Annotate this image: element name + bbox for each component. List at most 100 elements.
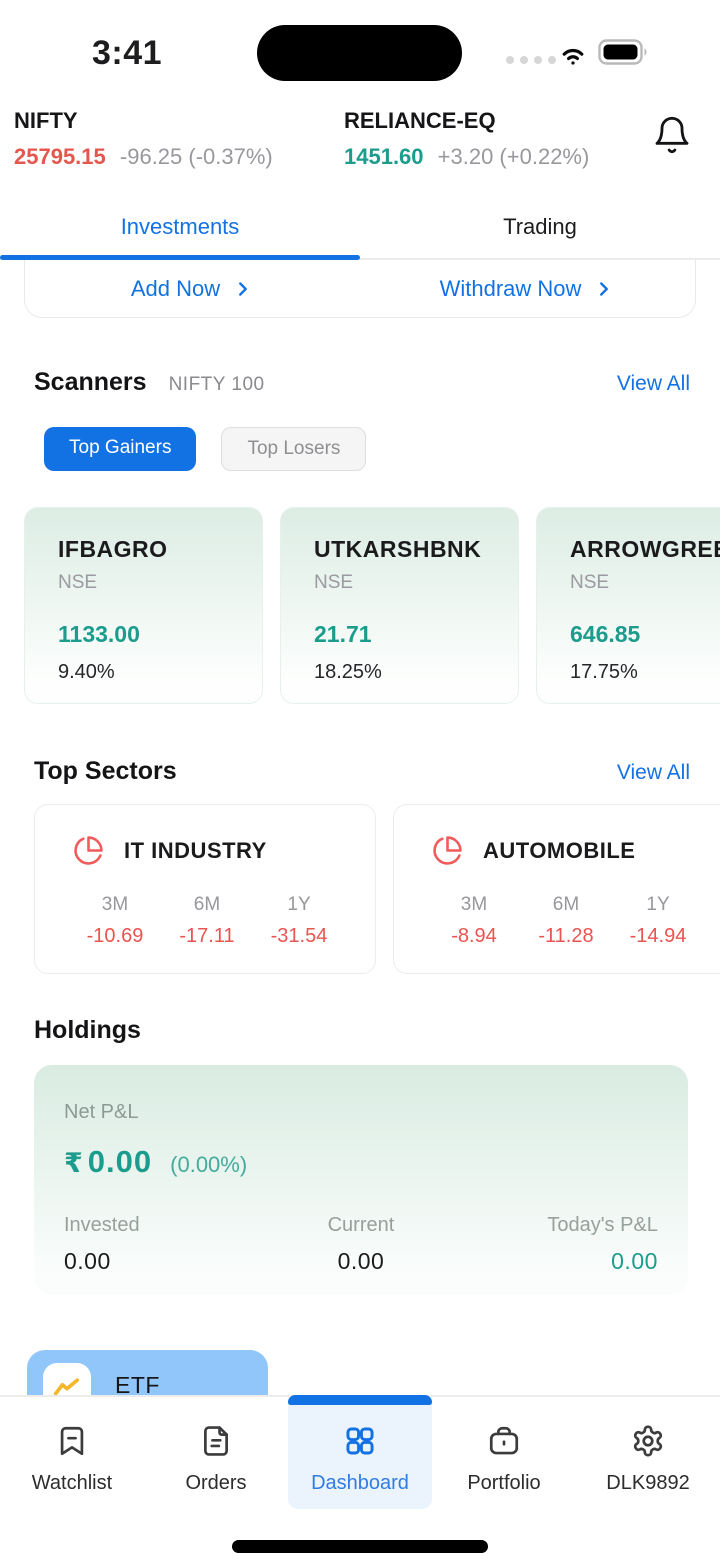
briefcase-icon (489, 1426, 519, 1455)
nav-item-dashboard[interactable]: Dashboard (288, 1395, 432, 1509)
stat-value: 0.00 (64, 1248, 111, 1274)
stock-card-utkarshbnk[interactable]: UTKARSHBNK NSE 21.71 18.25% (280, 507, 519, 704)
nav-item-portfolio[interactable]: Portfolio (432, 1397, 576, 1509)
period-label: 3M (460, 894, 488, 915)
stat-label: Invested (64, 1214, 140, 1236)
scanners-view-all-link[interactable]: View All (616, 372, 690, 395)
trend-line-icon (53, 1378, 80, 1396)
stat-label: Current (327, 1214, 395, 1236)
stock-exchange: NSE (570, 572, 610, 593)
rupee-symbol: ₹ (64, 1148, 83, 1179)
ticker-change: -96.25 (-0.37%) (119, 144, 273, 169)
stock-price: 1133.00 (58, 621, 140, 647)
ticker-name: RELIANCE-EQ (344, 108, 496, 133)
sector-name: AUTOMOBILE (483, 837, 636, 863)
add-now-link[interactable]: Add Now (25, 276, 360, 302)
stock-card-arrowgreen[interactable]: ARROWGREEN NSE 646.85 17.75% (536, 507, 720, 704)
pie-chart-icon (74, 836, 103, 865)
period-label: 6M (552, 894, 580, 915)
chevron-right-icon (600, 281, 609, 296)
nav-item-orders[interactable]: Orders (144, 1397, 288, 1509)
grid-icon (346, 1427, 374, 1455)
stock-symbol: UTKARSHBNK (314, 536, 482, 562)
sector-card-row: IT INDUSTRY 3M -10.69 6M -17.11 1Y -31.54 A… (0, 804, 720, 974)
clock-time: 3:41 (92, 34, 163, 72)
period-label: 3M (101, 894, 129, 915)
sectors-view-all-link[interactable]: View All (616, 761, 690, 784)
holdings-card: Net P&L ₹ 0.00 (0.00%) Invested 0.00 Cur… (34, 1065, 688, 1295)
market-header: NIFTY 25795.15 -96.25 (-0.37%) RELIANCE-… (0, 100, 720, 208)
period-label: 6M (193, 894, 221, 915)
stat-value: 0.00 (611, 1248, 658, 1274)
tab-investments[interactable]: Investments (120, 214, 240, 239)
nav-item-watchlist[interactable]: Watchlist (0, 1397, 144, 1509)
period-value: -10.69 (86, 925, 144, 947)
stock-symbol: ARROWGREEN (570, 536, 720, 562)
gear-icon (633, 1425, 663, 1457)
stock-exchange: NSE (314, 572, 354, 593)
active-tab-indicator (0, 255, 360, 260)
nav-label: Watchlist (31, 1472, 113, 1494)
ticker-value: 1451.60 (344, 144, 424, 169)
status-bar: 3:41 (0, 0, 720, 100)
home-indicator (232, 1540, 488, 1553)
stock-card-ifbagro[interactable]: IFBAGRO NSE 1133.00 9.40% (24, 507, 263, 704)
stock-price: 21.71 (314, 621, 372, 647)
top-sectors-header: Top Sectors View All (34, 757, 690, 786)
stat-current: Current 0.00 (262, 1214, 460, 1275)
bookmark-icon (60, 1426, 84, 1456)
nav-item-profile[interactable]: DLK9892 (576, 1397, 720, 1509)
gainers-card-row: IFBAGRO NSE 1133.00 9.40% UTKARSHBNK NSE… (0, 507, 720, 704)
scanner-filters: Top Gainers Top Losers (44, 427, 720, 471)
net-pnl-pct: (0.00%) (170, 1152, 248, 1177)
sector-name: IT INDUSTRY (124, 837, 267, 863)
ticker-name: NIFTY (14, 108, 78, 133)
stock-change-pct: 18.25% (314, 661, 382, 683)
stock-symbol: IFBAGRO (58, 536, 168, 562)
withdraw-now-link[interactable]: Withdraw Now (360, 276, 695, 302)
stat-value: 0.00 (337, 1248, 385, 1274)
section-title: Top Sectors (34, 757, 177, 785)
nav-label: Dashboard (311, 1472, 409, 1494)
holdings-header: Holdings (34, 1016, 690, 1045)
filter-top-losers[interactable]: Top Losers (221, 427, 367, 471)
ticker-change: +3.20 (+0.22%) (437, 144, 590, 169)
stock-price: 646.85 (570, 621, 641, 647)
ticker-value: 25795.15 (14, 144, 106, 169)
cellular-signal-icon (506, 56, 556, 64)
document-icon (204, 1426, 228, 1456)
section-title: Scanners (34, 368, 147, 396)
sector-card-automobile[interactable]: AUTOMOBILE 3M -8.94 6M -11.28 1Y -14.94 (393, 804, 720, 974)
stock-change-pct: 9.40% (58, 661, 115, 683)
net-pnl-label: Net P&L (64, 1101, 139, 1123)
net-pnl-value: 0.00 (87, 1144, 153, 1179)
ticker-reliance[interactable]: RELIANCE-EQ 1451.60 +3.20 (+0.22%) (344, 108, 589, 170)
sector-card-it-industry[interactable]: IT INDUSTRY 3M -10.69 6M -17.11 1Y -31.54 (34, 804, 376, 974)
period-label: 1Y (287, 894, 311, 915)
period-value: -31.54 (270, 925, 328, 947)
stock-change-pct: 17.75% (570, 661, 638, 683)
stock-exchange: NSE (58, 572, 98, 593)
tab-trading[interactable]: Trading (503, 214, 577, 239)
period-value: -8.94 (451, 925, 497, 947)
period-label: 1Y (646, 894, 670, 915)
filter-top-gainers[interactable]: Top Gainers (44, 427, 197, 471)
section-title: Holdings (34, 1016, 141, 1044)
nav-label: Portfolio (467, 1472, 541, 1494)
add-now-label: Add Now (130, 275, 221, 301)
stat-invested: Invested 0.00 (64, 1214, 262, 1275)
ticker-nifty[interactable]: NIFTY 25795.15 -96.25 (-0.37%) (14, 108, 273, 170)
wifi-icon (556, 38, 590, 68)
stat-todays-pnl: Today's P&L 0.00 (460, 1214, 658, 1275)
scanners-header: Scanners NIFTY 100 View All (34, 368, 690, 397)
bottom-nav: Watchlist Orders (0, 1395, 720, 1564)
funds-card: Add Now Withdraw Now (24, 260, 696, 318)
notification-bell-icon[interactable] (652, 114, 692, 156)
stat-label: Today's P&L (547, 1214, 658, 1236)
nav-label: DLK9892 (606, 1472, 690, 1494)
segment-tabs: Investments Trading (0, 208, 720, 260)
period-value: -14.94 (629, 925, 687, 947)
chevron-right-icon (239, 281, 248, 296)
nav-label: Orders (185, 1472, 247, 1494)
